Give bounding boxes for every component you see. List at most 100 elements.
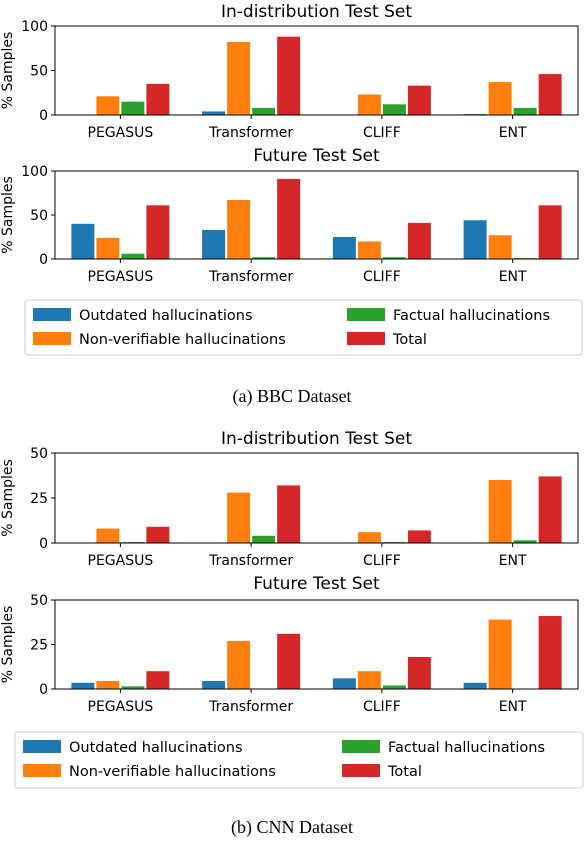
bar-pegasus-series-2 (96, 680, 120, 689)
bar-pegasus-series-2 (96, 96, 120, 115)
bar-transformer-series-2 (227, 42, 251, 115)
x-tick-label: ENT (499, 553, 527, 569)
bar-ent-series-2 (488, 619, 512, 689)
bar-ent-series-4 (538, 476, 562, 543)
bar-ent-series-4 (538, 616, 562, 689)
x-tick-label: CLIFF (363, 269, 401, 285)
legend-label: Factual hallucinations (393, 308, 550, 324)
y-tick-label: 50 (30, 64, 48, 80)
figure-caption: (b) CNN Dataset (231, 817, 353, 838)
legend-label: Outdated hallucinations (69, 740, 243, 756)
bar-cliff-series-2 (357, 532, 381, 543)
x-tick-label: PEGASUS (88, 699, 154, 715)
x-tick-label: Transformer (208, 125, 293, 141)
x-tick-label: Transformer (208, 699, 293, 715)
legend-label: Non-verifiable hallucinations (69, 764, 276, 780)
bar-cliff-series-1 (332, 237, 356, 259)
bar-transformer-series-4 (277, 485, 301, 543)
chart-panel-1: In-distribution Test Set 0 50 100 PEGASUS Tra… (0, 2, 579, 141)
bar-pegasus-series-2 (96, 237, 120, 259)
legend-frame (14, 731, 584, 789)
x-tick-label: PEGASUS (88, 269, 154, 285)
chart-panel-2: Future Test Set 0 50 100 PEGASUS Transformer C… (0, 146, 579, 285)
x-tick-label: CLIFF (363, 553, 401, 569)
bar-cliff-series-4 (407, 530, 431, 543)
bar-cliff-series-2 (357, 671, 381, 689)
legend-label: Outdated hallucinations (79, 308, 253, 324)
y-tick-label: 100 (21, 164, 48, 180)
y-tick-label: 50 (30, 208, 48, 224)
legend-swatch (23, 740, 61, 753)
bar-transformer-series-2 (227, 492, 251, 543)
y-tick-label: 0 (39, 682, 48, 698)
bar-ent-series-2 (488, 82, 512, 115)
y-tick-label: 0 (39, 108, 48, 124)
bar-transformer-series-4 (277, 178, 301, 259)
bar-transformer-series-4 (277, 36, 301, 115)
bar-pegasus-series-4 (146, 671, 170, 689)
bar-pegasus-series-2 (96, 528, 120, 543)
legend-label: Non-verifiable hallucinations (79, 332, 286, 348)
bar-pegasus-series-3 (121, 101, 145, 115)
bar-ent-series-1 (463, 220, 487, 259)
bar-transformer-series-2 (227, 200, 251, 259)
legend-swatch (347, 332, 385, 345)
legend-swatch (347, 308, 385, 321)
x-tick-label: ENT (499, 269, 527, 285)
bar-ent-series-1 (463, 682, 487, 689)
legend: Outdated hallucinations Non-verifiable ha… (14, 731, 584, 789)
bar-pegasus-series-3 (121, 686, 145, 689)
legend-frame (24, 299, 583, 356)
bar-ent-series-2 (488, 480, 512, 543)
bar-ent-series-4 (538, 205, 562, 259)
figure-caption: (a) BBC Dataset (233, 386, 352, 407)
bar-cliff-series-1 (332, 678, 356, 689)
chart-title: Future Test Set (253, 574, 380, 594)
x-tick-label: PEGASUS (88, 125, 154, 141)
y-tick-label: 50 (30, 593, 48, 609)
x-tick-label: ENT (499, 125, 527, 141)
bar-cliff-series-4 (407, 656, 431, 689)
bar-transformer-series-4 (277, 633, 301, 689)
chart-panel-3: In-distribution Test Set 0 25 50 PEGASUS Tran… (0, 429, 579, 569)
bar-transformer-series-1 (202, 680, 226, 689)
bar-transformer-series-3 (252, 257, 276, 259)
bar-pegasus-series-4 (146, 526, 170, 543)
bar-transformer-series-3 (252, 535, 276, 543)
bar-ent-series-3 (513, 107, 537, 115)
bar-ent-series-2 (488, 235, 512, 259)
bar-cliff-series-2 (357, 94, 381, 115)
y-axis-label: % Samples (0, 176, 16, 254)
bar-ent-series-3 (513, 540, 537, 543)
bar-pegasus-series-4 (146, 83, 170, 115)
y-tick-label: 100 (21, 19, 48, 35)
bar-transformer-series-2 (227, 640, 251, 689)
bar-pegasus-series-4 (146, 205, 170, 259)
legend-swatch (33, 332, 71, 345)
x-tick-label: Transformer (208, 553, 293, 569)
legend-swatch (342, 764, 380, 777)
bar-transformer-series-1 (202, 229, 226, 259)
chart-title: In-distribution Test Set (221, 2, 412, 22)
legend-label: Total (392, 332, 427, 348)
bar-ent-series-4 (538, 74, 562, 115)
bar-cliff-series-3 (382, 257, 406, 259)
bar-cliff-series-3 (382, 685, 406, 689)
x-tick-label: Transformer (208, 269, 293, 285)
legend-swatch (33, 308, 71, 321)
bar-cliff-series-4 (407, 222, 431, 259)
y-tick-label: 0 (39, 536, 48, 552)
bar-cliff-series-3 (382, 104, 406, 115)
y-tick-label: 0 (39, 252, 48, 268)
y-axis-label: % Samples (0, 606, 16, 684)
bar-transformer-series-1 (202, 111, 226, 115)
bar-pegasus-series-3 (121, 253, 145, 259)
chart-title: Future Test Set (253, 146, 380, 166)
bar-pegasus-series-1 (71, 223, 95, 259)
y-axis-label: % Samples (0, 459, 16, 537)
y-tick-label: 25 (30, 638, 48, 654)
y-axis-label: % Samples (0, 32, 16, 110)
x-tick-label: ENT (499, 699, 527, 715)
bar-transformer-series-3 (252, 107, 276, 115)
